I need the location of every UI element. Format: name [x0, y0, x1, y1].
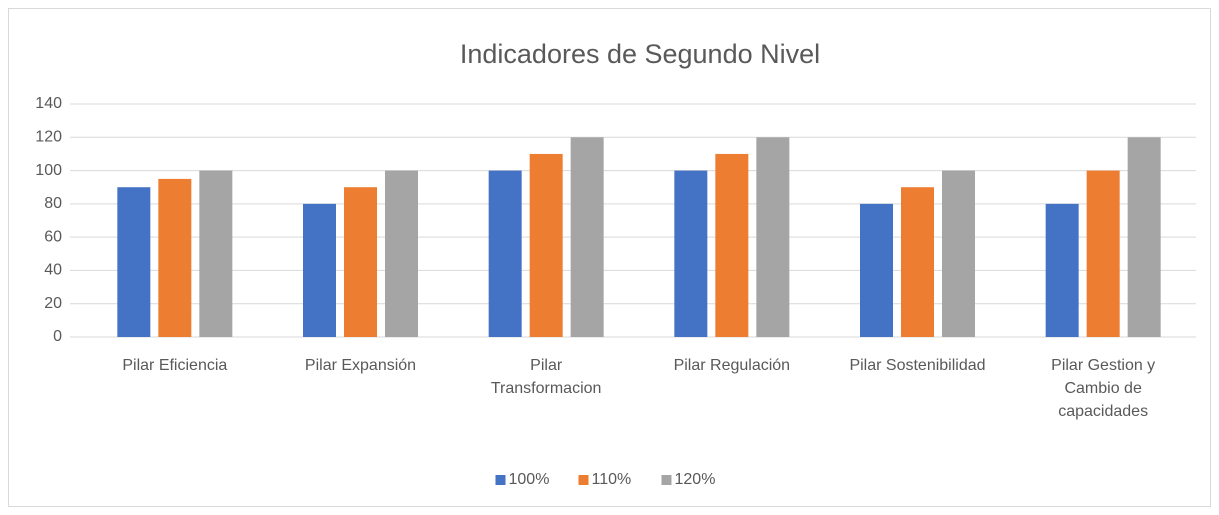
x-tick-label: Pilar Expansión: [305, 357, 416, 374]
y-tick-label: 140: [35, 95, 62, 112]
bar: [1086, 170, 1120, 337]
bar: [860, 203, 893, 337]
bar: [674, 170, 708, 337]
x-tick-label: Pilar Regulación: [674, 357, 791, 374]
y-tick-label: 0: [53, 328, 62, 345]
y-tick-label: 80: [44, 195, 62, 212]
x-tick-label: Pilar Eficiencia: [122, 357, 227, 374]
legend-label: 110%: [592, 471, 632, 488]
legend-swatch: [495, 475, 506, 485]
y-tick-label: 20: [44, 295, 62, 312]
y-tick-label: 100: [35, 162, 62, 179]
x-tick-label: Pilar Sostenibilidad: [849, 357, 985, 374]
y-tick-label: 120: [35, 129, 62, 146]
legend-label: 100%: [509, 471, 550, 488]
y-tick-label: 60: [44, 228, 62, 245]
x-tick-label: Pilar Gestion y Cambio de capacidades: [1051, 357, 1155, 420]
bar: [158, 178, 192, 337]
bar: [303, 203, 336, 337]
legend-swatch: [578, 475, 589, 485]
bar: [199, 170, 233, 337]
bar: [942, 170, 975, 337]
bar: [385, 170, 418, 337]
bar: [1127, 137, 1161, 337]
bar: [529, 153, 563, 337]
bar: [488, 170, 522, 337]
legend-swatch: [661, 475, 672, 485]
legend-label: 120%: [675, 471, 716, 488]
y-tick-label: 40: [44, 262, 62, 279]
chart-title: Indicadores de Segundo Nivel: [460, 39, 820, 69]
bar: [715, 153, 749, 337]
bar: [901, 187, 934, 337]
bar: [756, 137, 790, 337]
bar: [1045, 203, 1079, 337]
x-tick-label: Pilar Transformacion: [491, 357, 602, 397]
bar: [117, 187, 151, 337]
bar: [344, 187, 377, 337]
bar: [570, 137, 604, 337]
